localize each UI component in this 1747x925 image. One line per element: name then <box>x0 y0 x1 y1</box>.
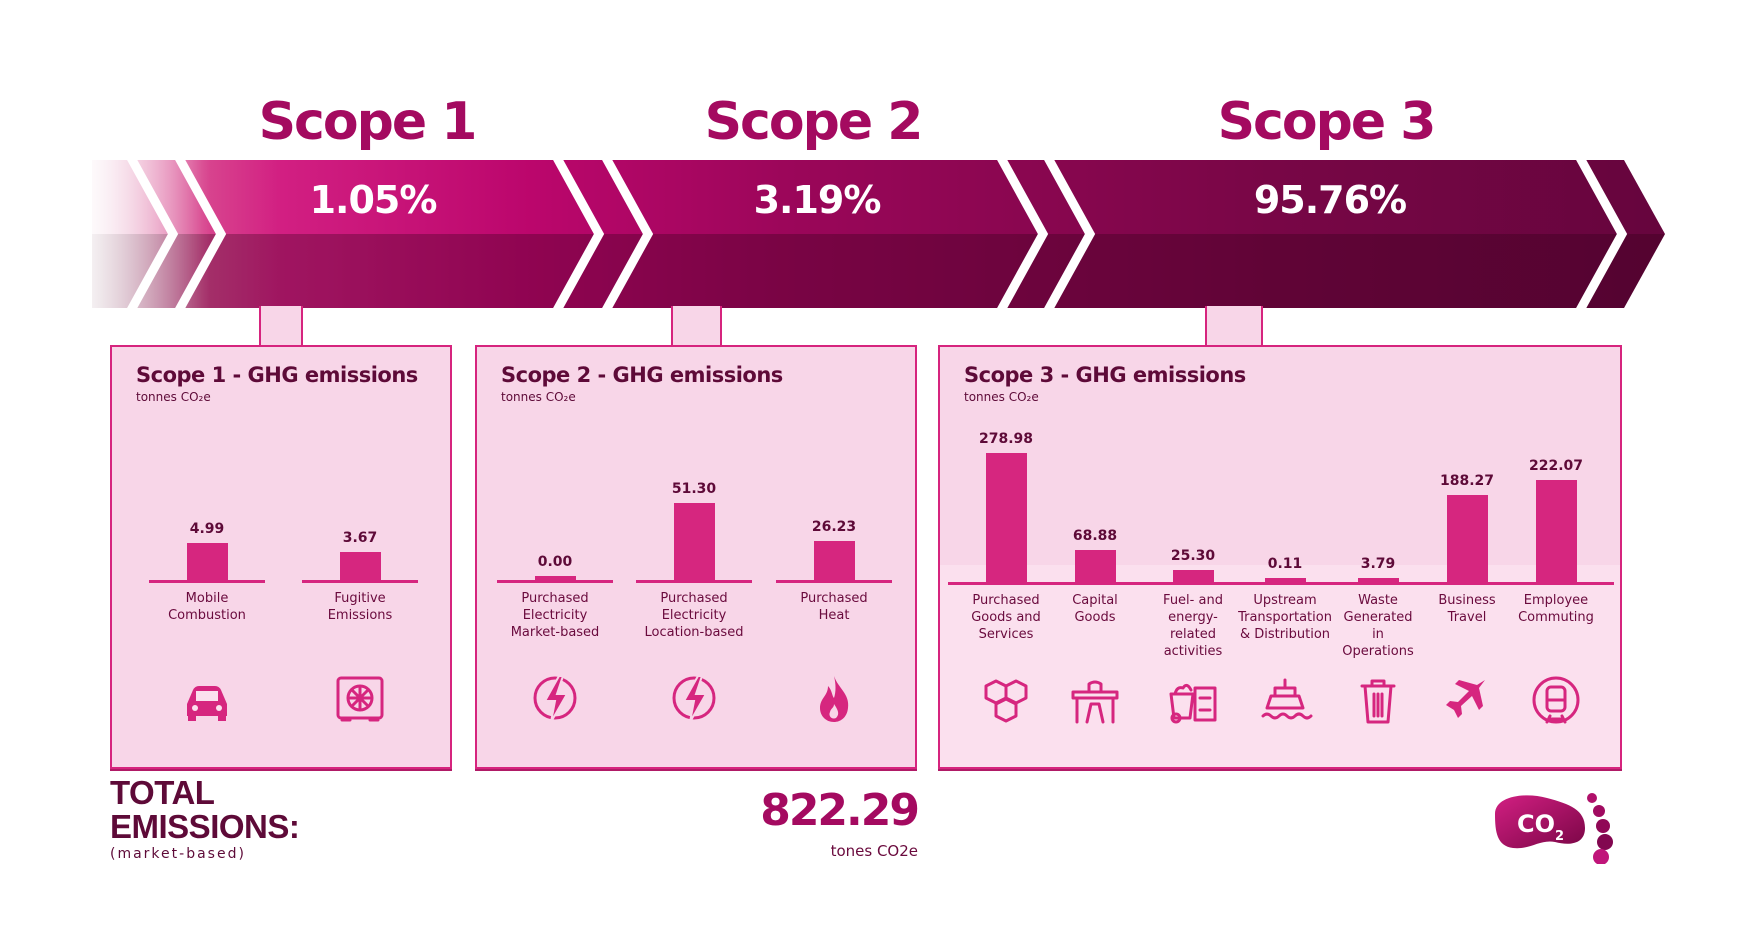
bar <box>1265 578 1306 582</box>
total-emissions-value: 822.29 <box>760 785 920 836</box>
chevron-separator <box>126 153 179 315</box>
bar-baseline <box>1227 582 1343 585</box>
chevron-separator <box>552 153 605 315</box>
bar-baseline <box>302 580 418 583</box>
ship-icon <box>1257 672 1313 728</box>
bar-value-label: 188.27 <box>1439 473 1495 490</box>
lightning-icon <box>666 670 722 726</box>
scope-2-plot: 0.00 Purchased Electricity Market-based 51… <box>477 347 915 767</box>
category-label: Purchased Electricity Market-based <box>510 591 600 640</box>
bar-value-label: 68.88 <box>1072 528 1118 545</box>
category-label: Fuel- and energy- related activities <box>1163 593 1223 659</box>
scope-3-percent: 95.76% <box>1253 178 1407 222</box>
bar-value-label: 222.07 <box>1528 457 1584 474</box>
total-emissions-label: TOTAL EMISSIONS: <box>110 774 300 845</box>
chart-unit: tonnes CO₂e <box>964 390 1039 404</box>
bar-value-label: 3.67 <box>342 530 378 547</box>
bar-value-label: 3.79 <box>1360 556 1396 572</box>
scope-1-plot: 4.99 Mobile Combustion 3.67 Fugitive Emissi… <box>112 347 450 767</box>
bar <box>1173 570 1214 582</box>
scope-2-chart-panel: Scope 2 - GHG emissions tonnes CO₂e 0.00… <box>475 345 917 769</box>
scope-3-connector <box>1205 306 1263 348</box>
category-label: Purchased Goods and Services <box>971 593 1041 642</box>
bar-baseline <box>497 580 613 583</box>
bar <box>674 503 715 580</box>
bar-value-label: 0.11 <box>1267 556 1303 572</box>
category-label: Fugitive Emissions <box>327 591 393 623</box>
chart-title: Scope 3 - GHG emissions <box>964 363 1246 387</box>
scope-2-percent: 3.19% <box>753 178 882 222</box>
bar-baseline <box>1135 582 1251 585</box>
bar-baseline <box>1498 582 1614 585</box>
chevron-separator <box>1043 153 1096 315</box>
scope-1-title: Scope 1 <box>258 92 478 152</box>
bar-baseline <box>149 580 265 583</box>
bar-baseline <box>1037 582 1153 585</box>
logo-text: CO <box>1517 810 1555 838</box>
scope-3-plot: 278.98 Purchased Goods and Services 68.88 C… <box>940 347 1620 767</box>
chevron-separator <box>996 153 1049 315</box>
bar-baseline <box>1320 582 1436 585</box>
scope-2-connector <box>671 306 722 348</box>
train-icon <box>1528 672 1584 728</box>
category-label: Purchased Electricity Location-based <box>644 591 744 640</box>
bar <box>1075 550 1116 582</box>
bar <box>535 576 576 580</box>
bar-value-label: 25.30 <box>1170 548 1216 565</box>
bar <box>187 542 228 580</box>
bar <box>1358 578 1399 582</box>
scope-2-title: Scope 2 <box>704 92 924 152</box>
co2-footprint-icon: CO 2 <box>1495 793 1613 864</box>
flame-icon <box>806 670 862 726</box>
bar-value-label: 278.98 <box>978 431 1034 448</box>
category-label: Mobile Combustion <box>168 591 246 623</box>
bar <box>814 540 855 580</box>
bar-baseline <box>776 580 892 583</box>
boxes-icon <box>978 672 1034 728</box>
scope-1-chart-panel: Scope 1 - GHG emissions tonnes CO₂e 4.99… <box>110 345 452 769</box>
bar <box>340 552 381 580</box>
category-label: Waste Generated in Operations <box>1342 593 1414 659</box>
svg-text:2: 2 <box>1555 829 1564 844</box>
bar <box>1536 479 1577 582</box>
car-icon <box>179 670 235 726</box>
chevron-separator <box>601 153 654 315</box>
category-label: Upstream Transportation & Distribution <box>1238 593 1332 642</box>
bar-value-label: 51.30 <box>671 481 717 498</box>
bar <box>1447 495 1488 582</box>
total-emissions-unit: tones CO2e <box>830 842 918 860</box>
waste-bin-icon <box>1165 672 1221 728</box>
chevron-separator <box>1575 153 1628 315</box>
chart-unit: tonnes CO₂e <box>501 390 576 404</box>
bar-value-label: 4.99 <box>189 520 225 537</box>
trash-can-icon <box>1350 672 1406 728</box>
chevron-separator <box>174 153 227 315</box>
scope-3-title: Scope 3 <box>1217 92 1437 152</box>
bar <box>986 453 1027 582</box>
chart-unit: tonnes CO₂e <box>136 390 211 404</box>
panel-lower-band <box>940 565 1620 767</box>
category-label: Employee Commuting <box>1518 593 1594 625</box>
scope-1-percent: 1.05% <box>309 178 438 222</box>
chart-title: Scope 1 - GHG emissions <box>136 363 418 387</box>
category-label: Capital Goods <box>1072 593 1118 625</box>
air-conditioner-icon <box>332 670 388 726</box>
bar-baseline <box>636 580 752 583</box>
lightning-icon <box>527 670 583 726</box>
scope-1-connector <box>259 306 303 348</box>
scope-3-chart-panel: Scope 3 - GHG emissions tonnes CO₂e 278.… <box>938 345 1622 769</box>
desk-icon <box>1067 672 1123 728</box>
bar-value-label: 0.00 <box>537 554 573 570</box>
category-label: Business Travel <box>1438 593 1496 625</box>
category-label: Purchased Heat <box>800 591 868 623</box>
bar-baseline <box>948 582 1064 585</box>
total-emissions-note: (market-based) <box>110 846 246 862</box>
airplane-icon <box>1439 672 1495 728</box>
bar-value-label: 26.23 <box>811 518 857 535</box>
bar-baseline <box>1409 582 1525 585</box>
chart-title: Scope 2 - GHG emissions <box>501 363 783 387</box>
